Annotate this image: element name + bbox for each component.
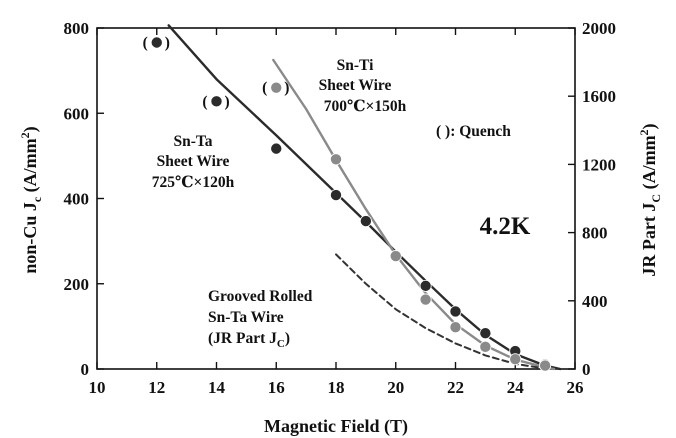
quench-paren-open: ( [143,34,148,51]
quench-paren-open: ( [202,93,207,110]
data-point-series-1 [389,250,402,263]
annot-grooved-2: Sn-Ta Wire [208,309,284,326]
x-tick-label: 14 [208,378,226,397]
annot-snti-1: Sn-Ti [337,57,374,74]
y-left-tick-label: 200 [64,275,90,294]
y-right-tick-label: 1600 [582,87,616,106]
quench-paren-open: ( [262,80,267,97]
x-tick-label: 22 [447,378,464,397]
annot-grooved-3: (JR Part JC) [208,330,290,350]
data-point-series-1 [539,359,552,372]
fit-line-series-2 [335,253,547,370]
x-tick-label: 16 [268,378,285,397]
data-point-series-0 [210,95,223,108]
annot-snti-3: 700℃×150h [324,98,407,115]
y-right-tick-label: 1200 [582,155,616,174]
data-point-series-1 [270,81,283,94]
y-right-axis-title: JR Part JC (A/mm2) [637,123,663,276]
y-left-tick-label: 800 [64,19,90,38]
x-tick-label: 18 [328,378,345,397]
data-point-series-1 [479,340,492,353]
x-tick-label: 10 [89,378,106,397]
data-point-series-0 [419,279,432,292]
tick-marks: 10 12 14 16 18 20 22 24 260200400600800040080012… [64,19,617,397]
data-point-series-0 [449,305,462,318]
data-point-series-0 [329,189,342,202]
x-tick-label: 24 [507,378,525,397]
x-tick-label: 12 [148,378,165,397]
annot-snta-1: Sn-Ta [173,133,212,150]
annot-grooved-1: Grooved Rolled [208,288,313,305]
data-point-series-1 [419,293,432,306]
quench-paren-close: ) [165,34,170,51]
y-left-axis-title: non-Cu Jc (A/mm2) [18,126,44,273]
annot-snta-3: 725℃×120h [152,174,235,191]
data-point-series-0 [150,36,163,49]
data-points: () () () [143,34,552,372]
y-right-tick-label: 800 [582,224,608,243]
y-right-tick-label: 0 [582,360,591,379]
annot-quench: ( ): Quench [436,123,511,140]
y-left-tick-label: 0 [81,360,90,379]
annot-snta-2: Sheet Wire [157,153,230,170]
annot-snti-2: Sheet Wire [319,77,392,94]
y-right-tick-label: 400 [582,292,608,311]
x-axis-title: Magnetic Field (T) [264,416,408,437]
y-left-tick-label: 400 [64,190,90,209]
data-point-series-1 [329,153,342,166]
quench-paren-close: ) [284,80,289,97]
data-point-series-0 [359,215,372,228]
data-point-series-0 [479,327,492,340]
x-tick-label: 20 [387,378,404,397]
data-point-series-1 [509,353,522,366]
fit-line-series-1 [272,58,556,371]
annot-temperature: 4.2K [480,213,531,240]
quench-paren-close: ) [225,93,230,110]
data-point-series-0 [270,142,283,155]
y-right-tick-label: 2000 [582,19,616,38]
y-left-tick-label: 600 [64,104,90,123]
x-tick-label: 26 [567,378,584,397]
data-point-series-1 [449,321,462,334]
